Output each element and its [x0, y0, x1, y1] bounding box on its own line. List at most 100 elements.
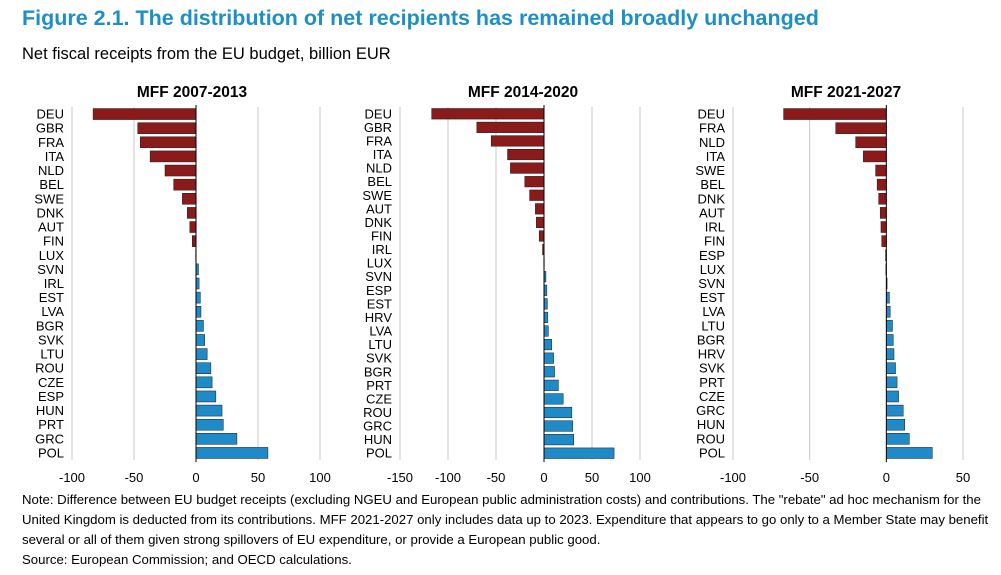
bar-bgr — [543, 366, 555, 378]
bar-gbr — [476, 121, 545, 133]
category-label-rou: ROU — [35, 361, 64, 376]
bar-prt — [886, 376, 898, 389]
category-label-est: EST — [39, 290, 64, 305]
tick-label: 50 — [956, 470, 970, 485]
category-label-nld: NLD — [366, 161, 392, 176]
bar-irl — [880, 221, 887, 233]
category-label-lva: LVA — [702, 304, 725, 319]
tick-label: -100 — [720, 470, 746, 485]
bar-hun — [195, 404, 223, 417]
bar-nld — [164, 164, 197, 177]
tick-label: 100 — [629, 470, 651, 485]
category-label-deu: DEU — [698, 107, 725, 122]
bar-ita — [507, 148, 545, 161]
bar-swe — [182, 193, 197, 205]
bar-dnk — [878, 193, 887, 205]
category-label-grc: GRC — [363, 419, 392, 434]
tick-label: -100 — [435, 470, 461, 485]
category-label-esp: ESP — [366, 283, 392, 298]
panel-title: MFF 2007-2013 — [137, 84, 248, 101]
category-label-hun: HUN — [697, 417, 725, 432]
category-label-hrv: HRV — [698, 347, 726, 362]
category-label-fin: FIN — [371, 228, 392, 243]
bar-pol — [886, 447, 933, 459]
bar-grc — [886, 404, 904, 417]
bar-aut — [535, 203, 545, 215]
bar-lva — [543, 325, 549, 337]
bar-bel — [876, 178, 887, 191]
category-label-ita: ITA — [45, 149, 65, 164]
figure-note: Note: Difference between EU budget recei… — [22, 492, 989, 547]
bar-lva — [886, 305, 891, 318]
bar-pol — [543, 447, 615, 459]
category-label-deu: DEU — [365, 106, 392, 121]
tick-label: -150 — [387, 470, 413, 485]
category-label-lux: LUX — [700, 262, 726, 277]
bar-cze — [886, 390, 899, 403]
bar-svk — [195, 334, 205, 346]
category-label-fra: FRA — [38, 135, 64, 150]
bar-hrv — [886, 348, 895, 360]
category-label-esp: ESP — [38, 389, 64, 404]
bar-grc — [543, 420, 574, 432]
category-label-est: EST — [367, 296, 392, 311]
tick-label: -100 — [59, 470, 85, 485]
category-label-swe: SWE — [362, 188, 392, 203]
bar-grc — [195, 433, 238, 445]
bar-fra — [835, 122, 887, 134]
bar-rou — [543, 406, 573, 419]
category-label-lux: LUX — [39, 248, 65, 263]
category-label-ltu: LTU — [368, 337, 392, 352]
bar-gbr — [137, 122, 197, 134]
bar-svk — [543, 352, 554, 364]
category-label-irl: IRL — [705, 220, 725, 235]
bar-fra — [139, 136, 197, 149]
category-label-bgr: BGR — [697, 332, 725, 347]
bar-hrv — [543, 311, 549, 323]
tick-label: 100 — [309, 470, 331, 485]
category-label-fra: FRA — [366, 133, 392, 148]
category-label-prt: PRT — [38, 417, 64, 432]
category-label-svk: SVK — [38, 332, 64, 347]
category-label-fin: FIN — [704, 234, 725, 249]
figure-source: Source: European Commission; and OECD ca… — [22, 552, 352, 567]
bar-ltu — [543, 339, 552, 351]
category-label-dnk: DNK — [37, 205, 65, 220]
bar-rou — [195, 362, 212, 374]
category-label-prt: PRT — [366, 378, 392, 393]
panel-title: MFF 2021-2027 — [791, 84, 901, 101]
tick-label: 50 — [251, 470, 265, 485]
bar-dnk — [536, 216, 545, 228]
category-label-svk: SVK — [699, 361, 725, 376]
bar-dnk — [187, 207, 197, 219]
category-label-deu: DEU — [37, 107, 64, 122]
bar-svk — [886, 362, 896, 374]
category-label-bel: BEL — [700, 177, 725, 192]
category-label-ltu: LTU — [40, 347, 64, 362]
bar-ltu — [886, 320, 893, 332]
tick-label: -50 — [487, 470, 506, 485]
category-label-pol: POL — [699, 445, 725, 460]
category-label-lva: LVA — [41, 304, 64, 319]
category-label-bel: BEL — [367, 174, 392, 189]
bar-cze — [543, 393, 564, 405]
bar-bel — [524, 176, 545, 188]
tick-label: 0 — [883, 470, 890, 485]
category-label-svk: SVK — [366, 351, 392, 366]
bar-bgr — [195, 320, 204, 332]
category-label-grc: GRC — [696, 403, 725, 418]
category-label-swe: SWE — [695, 163, 725, 178]
category-label-pol: POL — [366, 446, 392, 461]
bar-prt — [195, 418, 224, 431]
tick-label: 0 — [540, 470, 547, 485]
category-label-bgr: BGR — [364, 364, 392, 379]
category-label-prt: PRT — [699, 375, 725, 390]
bar-esp — [195, 390, 217, 403]
category-label-ita: ITA — [373, 147, 393, 162]
category-label-hun: HUN — [364, 432, 392, 447]
bar-lva — [195, 305, 202, 318]
tick-label: 0 — [192, 470, 199, 485]
category-label-hun: HUN — [36, 403, 64, 418]
category-label-grc: GRC — [35, 431, 64, 446]
